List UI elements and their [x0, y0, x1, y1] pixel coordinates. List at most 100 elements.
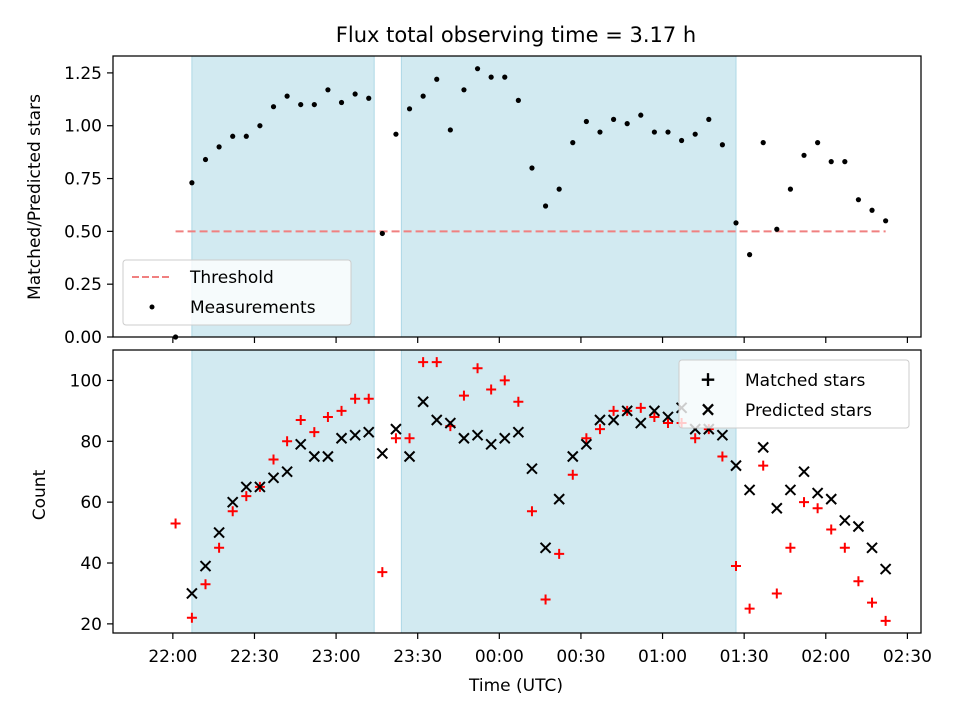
measurement-point — [393, 131, 399, 137]
count-legend: + Matched stars × Predicted stars — [678, 359, 910, 429]
x-tick-label: 01:30 — [720, 647, 769, 667]
matched-star-point — [608, 405, 619, 416]
measurement-point — [842, 159, 848, 165]
ratio-panel: 0.00 0.25 0.50 0.75 1.00 1.25 Matched/Predict… — [25, 55, 922, 348]
matched-star-point — [431, 357, 442, 368]
matched-star-point — [486, 384, 497, 395]
x-tick-label: 22:00 — [148, 647, 197, 667]
matched-star-point — [554, 548, 565, 559]
measurement-point — [747, 252, 753, 258]
matched-star-point — [390, 433, 401, 444]
measurement-point — [515, 97, 521, 103]
measurement-point — [366, 95, 372, 101]
measurement-point — [869, 207, 875, 213]
predicted-star-point — [186, 587, 198, 600]
measurement-point — [202, 156, 209, 163]
measurement-point — [488, 74, 494, 80]
measurement-point — [311, 101, 317, 108]
measurement-point — [583, 118, 589, 125]
x-tick-label: 23:00 — [312, 647, 361, 667]
matched-star-point — [350, 393, 361, 404]
predicted-star-point — [879, 563, 892, 575]
measurements-legend-swatch — [149, 304, 155, 310]
matched-star-point — [812, 503, 823, 514]
predicted-star-point — [743, 484, 756, 496]
predicted-star-point — [226, 496, 239, 508]
count-legend-box — [678, 359, 910, 429]
predicted-star-point — [308, 450, 321, 463]
measurement-point — [815, 140, 821, 146]
matched-legend-label: Matched stars — [745, 371, 865, 391]
matched-star-point — [309, 427, 320, 438]
measurement-point — [502, 74, 508, 80]
predicted-star-point — [295, 438, 307, 451]
measurement-point — [556, 186, 562, 192]
count-panel: 20 40 60 80 100 22:00 22:30 23:00 23:30 00:00 00:… — [30, 349, 932, 667]
y-tick-label: 0.25 — [64, 275, 102, 295]
matched-star-point — [170, 518, 181, 529]
measurement-point — [638, 112, 644, 118]
predicted-star-point — [444, 417, 457, 429]
count-y-axis: 20 40 60 80 100 — [70, 371, 113, 635]
predicted-star-point — [811, 487, 824, 499]
matched-star-point — [322, 411, 333, 422]
y-tick-label: 1.25 — [64, 64, 102, 84]
x-tick-label: 01:00 — [638, 647, 687, 667]
matched-star-point — [377, 567, 388, 578]
measurement-point — [189, 180, 195, 186]
matched-star-point — [227, 506, 238, 517]
matched-star-point — [241, 491, 252, 502]
matched-star-point — [499, 375, 510, 386]
predicted-star-point — [866, 542, 878, 554]
measurement-point — [325, 87, 331, 93]
predicted-star-point — [648, 405, 661, 417]
count-plot-frame — [112, 349, 922, 634]
measurement-point — [665, 129, 671, 135]
matched-star-point — [594, 424, 605, 435]
measurement-point — [529, 165, 535, 171]
measurement-point — [216, 144, 222, 150]
predicted-star-point — [825, 493, 837, 505]
predicted-star-point — [757, 441, 769, 454]
matched-star-point — [295, 414, 306, 425]
matched-star-point — [200, 579, 211, 590]
predicted-star-point — [621, 405, 633, 417]
matched-star-point — [418, 357, 429, 368]
predicted-star-point — [771, 502, 783, 514]
matched-star-point — [731, 561, 742, 572]
matched-star-point — [567, 469, 578, 480]
x-tick-label: 00:00 — [475, 647, 524, 667]
matched-star-point — [268, 454, 279, 465]
matched-star-point — [867, 597, 878, 608]
predicted-star-point — [798, 466, 810, 478]
matched-star-point — [513, 396, 524, 407]
measurement-point — [447, 127, 453, 133]
count-x-axis: 22:00 22:30 23:00 23:30 00:00 00:30 01:00 01:30… — [148, 633, 932, 667]
measurement-point — [338, 99, 345, 106]
predicted-star-point — [281, 466, 293, 478]
count-y-axis-label: Count — [30, 469, 50, 520]
predicted-star-point — [730, 459, 742, 472]
threshold-legend-label: Threshold — [189, 268, 274, 288]
predicted-star-point — [417, 396, 429, 408]
measurement-point — [270, 104, 277, 110]
matched-star-point — [853, 576, 864, 587]
y-tick-label: 0.75 — [64, 170, 102, 190]
measurement-point — [678, 137, 685, 144]
chart-title: Flux total observing time = 3.17 h — [336, 23, 696, 47]
measurement-point — [434, 76, 440, 82]
measurement-point — [542, 203, 549, 209]
predicted-star-point — [567, 450, 579, 463]
matched-star-point — [363, 393, 374, 404]
measurement-point — [406, 106, 413, 112]
x-axis-label: Time (UTC) — [468, 676, 563, 696]
y-tick-label: 1.00 — [64, 117, 102, 137]
x-tick-label: 22:30 — [230, 647, 279, 667]
predicted-star-point — [512, 426, 525, 438]
predicted-star-point — [471, 429, 484, 441]
predicted-star-point — [363, 426, 375, 438]
measurement-point — [733, 220, 739, 226]
matched-star-point — [662, 418, 673, 429]
matched-star-point — [282, 436, 293, 447]
